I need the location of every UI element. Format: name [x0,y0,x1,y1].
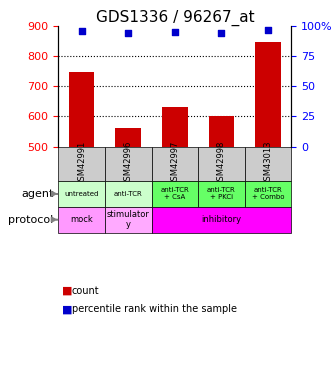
Text: anti-TCR
+ CsA: anti-TCR + CsA [161,188,189,200]
Text: GSM42997: GSM42997 [170,141,179,186]
Point [219,30,224,36]
Text: anti-TCR
+ PKCi: anti-TCR + PKCi [207,188,236,200]
Bar [245,181,291,207]
Text: protocol: protocol [8,214,54,225]
Text: GSM42996: GSM42996 [124,141,133,186]
Text: GSM42998: GSM42998 [217,141,226,186]
Bar [58,147,105,181]
Text: ■: ■ [62,304,72,314]
Text: GSM42991: GSM42991 [77,141,86,186]
Bar [152,181,198,207]
Bar [208,117,234,147]
Point [172,29,177,35]
Bar [198,147,245,181]
Text: anti-TCR: anti-TCR [114,191,143,197]
Bar [69,72,95,147]
Bar [198,181,245,207]
Text: untreated: untreated [64,191,99,197]
Bar [105,207,152,232]
Text: anti-TCR
+ Combo: anti-TCR + Combo [252,188,284,200]
Text: percentile rank within the sample: percentile rank within the sample [72,304,236,314]
Text: stimulator
y: stimulator y [107,210,150,229]
Bar [116,128,141,147]
Bar [105,147,152,181]
Title: GDS1336 / 96267_at: GDS1336 / 96267_at [96,10,254,26]
Bar [245,147,291,181]
Text: agent: agent [21,189,54,199]
Text: inhibitory: inhibitory [201,215,241,224]
Text: ■: ■ [62,286,72,296]
Bar [152,207,291,232]
Bar [58,181,105,207]
Text: count: count [72,286,99,296]
Bar [58,207,105,232]
Bar [255,42,281,147]
Bar [105,181,152,207]
Text: mock: mock [70,215,93,224]
Bar [162,108,188,147]
Point [265,27,271,33]
Text: GSM43013: GSM43013 [263,141,273,186]
Point [126,30,131,36]
Bar [152,147,198,181]
Point [79,28,84,34]
